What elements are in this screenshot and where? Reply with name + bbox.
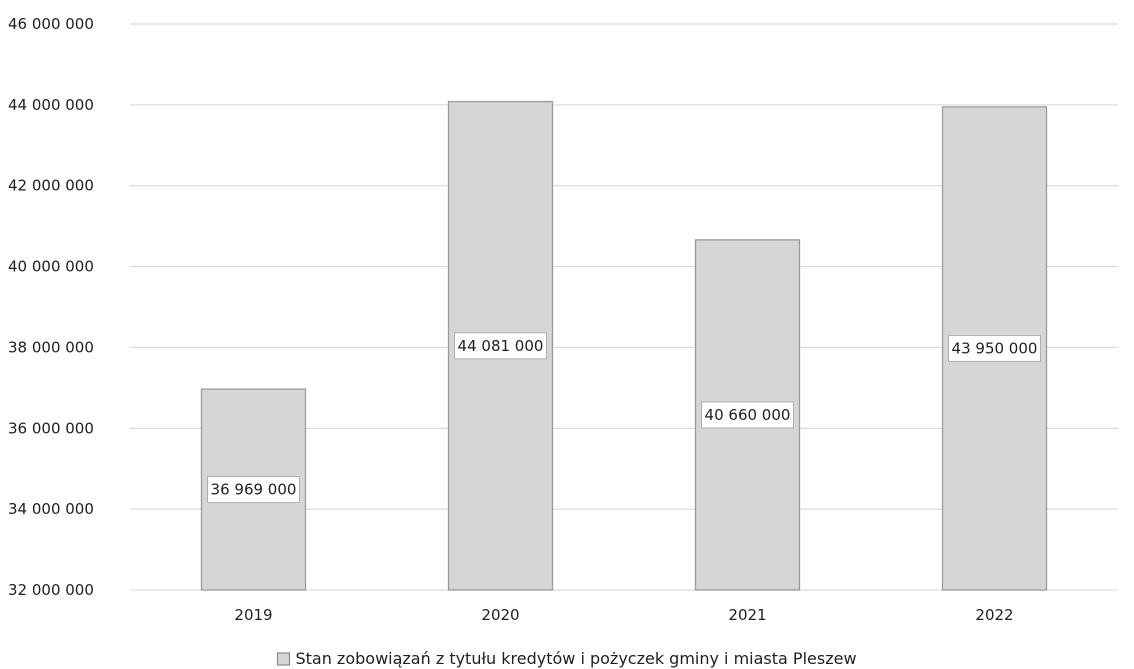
- data-label: 36 969 000: [211, 481, 297, 499]
- y-tick-label: 42 000 000: [8, 177, 94, 195]
- y-tick-label: 36 000 000: [8, 419, 94, 437]
- data-label-box: [454, 332, 547, 360]
- y-tick-label: 44 000 000: [8, 96, 94, 114]
- data-label-box: [701, 401, 794, 429]
- data-label-box: [207, 476, 300, 504]
- y-tick-label: 34 000 000: [8, 500, 94, 518]
- y-tick-label: 40 000 000: [8, 258, 94, 276]
- data-label: 40 660 000: [705, 406, 791, 424]
- legend-swatch: [276, 652, 291, 666]
- y-tick-label: 32 000 000: [8, 581, 94, 599]
- x-axis-category-labels: 2019 2020 2021 2022: [234, 606, 1013, 624]
- legend-label: Stan zobowiązań z tytułu kredytów i poży…: [295, 649, 856, 668]
- bars: [200, 100, 1048, 591]
- y-axis-tick-labels: 32 000 000 34 000 000 36 000 000 38 000 000…: [8, 15, 94, 599]
- data-label: 43 950 000: [952, 339, 1038, 357]
- data-label: 44 081 000: [458, 337, 544, 355]
- y-tick-label: 38 000 000: [8, 338, 94, 356]
- x-category-label: 2022: [975, 606, 1013, 624]
- legend: Stan zobowiązań z tytułu kredytów i poży…: [276, 649, 857, 668]
- data-labels: 36 969 000 44 081 000 40 660 000 43 950 000: [207, 332, 1041, 504]
- y-tick-label: 46 000 000: [8, 15, 94, 33]
- data-label-box: [948, 334, 1041, 362]
- x-category-label: 2020: [481, 606, 519, 624]
- x-category-label: 2019: [234, 606, 272, 624]
- x-category-label: 2021: [728, 606, 766, 624]
